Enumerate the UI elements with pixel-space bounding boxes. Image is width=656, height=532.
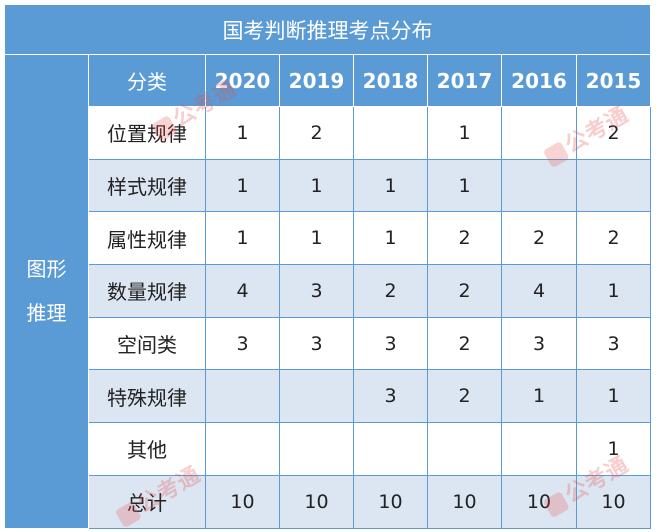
table-cell bbox=[205, 369, 280, 424]
table-cell: 3 bbox=[279, 264, 354, 318]
table-cell: 2 bbox=[427, 264, 502, 318]
table-cell: 3 bbox=[501, 316, 577, 371]
table-cell: 3 bbox=[353, 369, 428, 424]
table-row: 其他 1 bbox=[5, 422, 651, 476]
table-cell: 1 bbox=[205, 211, 280, 266]
table-cell: 1 bbox=[501, 369, 577, 424]
table-cell bbox=[501, 106, 577, 160]
table-cell bbox=[501, 158, 577, 213]
column-header-year: 2017 bbox=[427, 54, 502, 107]
row-category: 其他 bbox=[88, 422, 206, 476]
column-header-year: 2016 bbox=[501, 54, 577, 107]
table-cell: 1 bbox=[427, 106, 502, 160]
column-header-year: 2019 bbox=[279, 54, 354, 107]
table-cell: 2 bbox=[427, 369, 502, 424]
table-title: 国考判断推理考点分布 bbox=[4, 4, 651, 55]
table-cell: 2 bbox=[279, 106, 354, 160]
table-cell bbox=[501, 422, 577, 476]
row-category: 特殊规律 bbox=[88, 369, 206, 424]
table-cell bbox=[576, 158, 651, 213]
table-cell: 2 bbox=[427, 316, 502, 371]
table-cell: 10 bbox=[205, 474, 280, 529]
row-category: 空间类 bbox=[88, 316, 206, 371]
table-cell: 3 bbox=[353, 316, 428, 371]
table-cell: 10 bbox=[353, 474, 428, 529]
table-cell: 1 bbox=[205, 158, 280, 213]
table-row: 空间类 3 3 3 2 3 3 bbox=[5, 316, 651, 371]
table-row: 属性规律 1 1 1 2 2 2 bbox=[5, 211, 651, 266]
table-cell bbox=[353, 106, 428, 160]
table-cell bbox=[353, 422, 428, 476]
row-category: 样式规律 bbox=[88, 158, 206, 213]
table-cell: 2 bbox=[353, 264, 428, 318]
table-cell: 1 bbox=[576, 369, 651, 424]
table-row: 样式规律 1 1 1 1 bbox=[5, 158, 651, 213]
table-cell bbox=[279, 422, 354, 476]
table-cell: 4 bbox=[205, 264, 280, 318]
column-header-category: 分类 bbox=[88, 54, 206, 107]
column-header-year: 2015 bbox=[576, 54, 651, 107]
distribution-table: 国考判断推理考点分布 图形 推理 分类 2020 2019 2018 2017 … bbox=[4, 4, 651, 529]
table-cell: 2 bbox=[576, 106, 651, 160]
table-cell: 10 bbox=[427, 474, 502, 529]
table-row: 数量规律 4 3 2 2 4 1 bbox=[5, 264, 651, 318]
group-label-line1: 图形 bbox=[26, 257, 67, 282]
table-cell bbox=[205, 422, 280, 476]
table-cell: 1 bbox=[353, 158, 428, 213]
table-row: 特殊规律 3 2 1 1 bbox=[5, 369, 651, 424]
group-label-line2: 推理 bbox=[26, 301, 67, 326]
column-header-year: 2020 bbox=[205, 54, 280, 107]
table-cell: 1 bbox=[279, 158, 354, 213]
table-cell: 2 bbox=[427, 211, 502, 266]
table-cell: 4 bbox=[501, 264, 577, 318]
table-cell: 3 bbox=[279, 316, 354, 371]
table-cell: 2 bbox=[576, 211, 651, 266]
table-cell bbox=[427, 422, 502, 476]
table-cell: 10 bbox=[279, 474, 354, 529]
table-cell: 1 bbox=[427, 158, 502, 213]
table-row-total: 总计 10 10 10 10 10 10 bbox=[5, 474, 651, 529]
table-cell: 10 bbox=[501, 474, 577, 529]
table-cell: 1 bbox=[279, 211, 354, 266]
table-cell: 1 bbox=[353, 211, 428, 266]
table-cell: 10 bbox=[576, 474, 651, 529]
table-cell bbox=[279, 369, 354, 424]
column-header-year: 2018 bbox=[353, 54, 428, 107]
table-cell: 1 bbox=[576, 264, 651, 318]
table-row: 位置规律 1 2 1 2 bbox=[5, 106, 651, 160]
group-label: 图形 推理 bbox=[4, 54, 89, 529]
row-category: 属性规律 bbox=[88, 211, 206, 266]
table-cell: 2 bbox=[501, 211, 577, 266]
table-cell: 1 bbox=[205, 106, 280, 160]
table-container: 国考判断推理考点分布 图形 推理 分类 2020 2019 2018 2017 … bbox=[4, 4, 651, 529]
table-cell: 3 bbox=[205, 316, 280, 371]
row-category: 位置规律 bbox=[88, 106, 206, 160]
row-category: 数量规律 bbox=[88, 264, 206, 318]
table-cell: 1 bbox=[576, 422, 651, 476]
table-cell: 3 bbox=[576, 316, 651, 371]
row-category: 总计 bbox=[88, 474, 206, 529]
